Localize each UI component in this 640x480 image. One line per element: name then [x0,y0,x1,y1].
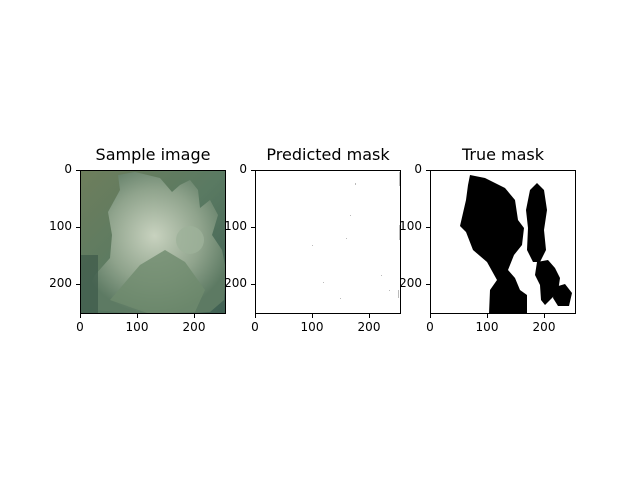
x-tick-label: 100 [125,320,149,334]
y-tick-label: 0 [239,162,247,176]
x-tick-label: 100 [475,320,499,334]
panel-title: Sample image [95,145,211,164]
x-tick-label: 200 [532,320,556,334]
panel-title: True mask [461,145,545,164]
sample-photo [80,170,226,314]
x-tick-label: 100 [300,320,324,334]
x-tick-label: 0 [76,320,84,334]
predicted-mask-specks [312,172,400,299]
axes-frame [80,170,226,314]
y-tick-label: 200 [49,276,72,290]
x-tick-label: 0 [426,320,434,334]
y-tick-label: 100 [399,219,422,233]
x-tick-label: 200 [182,320,206,334]
y-tick-label: 200 [224,276,247,290]
axes-frame [430,170,576,314]
y-tick-label: 100 [224,219,247,233]
y-tick-label: 100 [49,219,72,233]
axes-frame [255,170,401,314]
panel-title: Predicted mask [266,145,390,164]
y-tick-label: 0 [414,162,422,176]
y-tick-label: 0 [64,162,72,176]
y-tick-label: 200 [399,276,422,290]
true-mask-shape [460,175,572,314]
x-tick-label: 0 [251,320,259,334]
predicted-mask-image [255,170,401,314]
x-tick-label: 200 [357,320,381,334]
